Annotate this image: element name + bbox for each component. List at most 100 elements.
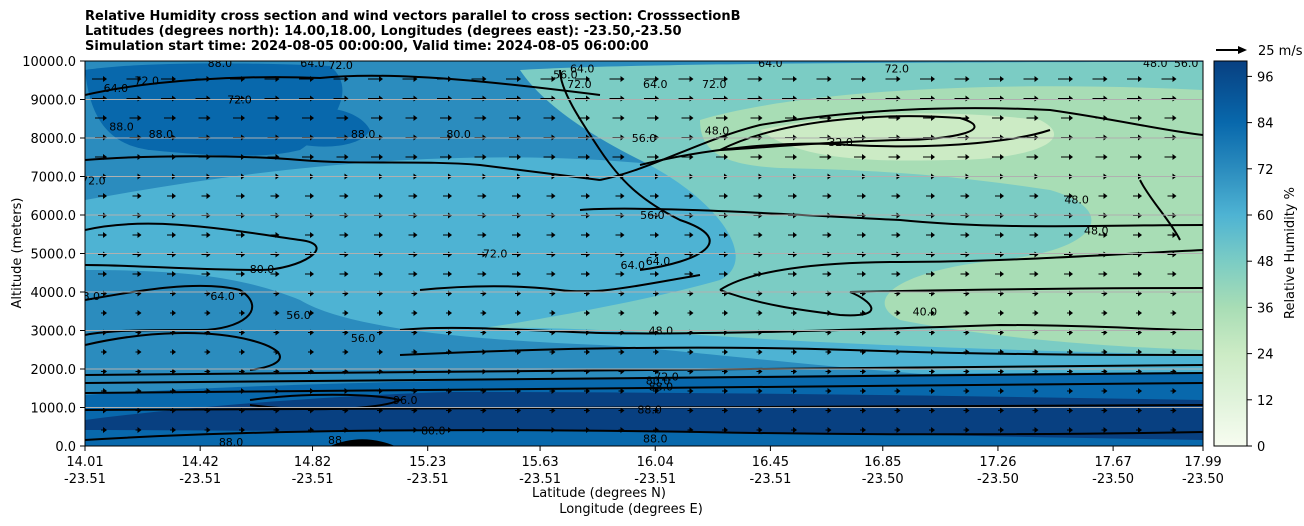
wind-vector-head	[275, 76, 280, 82]
wind-vector-head	[1172, 115, 1177, 121]
wind-vector-head	[172, 154, 176, 160]
wind-vector-head	[1103, 388, 1108, 394]
wind-vector-head	[551, 427, 556, 433]
wind-vector-head	[482, 388, 487, 394]
wind-vector-head	[206, 271, 211, 277]
wind-vector-head	[896, 349, 901, 355]
wind-vector-head	[655, 115, 659, 121]
wind-vector-head	[344, 76, 349, 82]
wind-vector-head	[103, 115, 107, 121]
wind-vector-head	[413, 271, 418, 277]
wind-vector-head	[413, 193, 418, 199]
wind-vector-head	[724, 368, 728, 375]
contour-label: 64.0	[210, 290, 235, 303]
x-tick-label-lon: -23.50	[977, 472, 1019, 487]
wind-vector-head	[689, 271, 694, 277]
wind-vector-head	[793, 388, 797, 394]
wind-vector-head	[206, 407, 211, 414]
wind-vector-head	[1138, 76, 1142, 82]
wind-vector-head	[896, 427, 901, 433]
x-tick-label-lat: 17.67	[1095, 455, 1132, 470]
wind-vector-head	[1000, 76, 1004, 82]
colorbar-tick-label: 72	[1257, 163, 1274, 178]
wind-vector-head	[827, 407, 832, 414]
wind-vector-head	[275, 115, 280, 121]
wind-vector-head	[1069, 310, 1073, 316]
wind-vector-head	[137, 310, 142, 316]
plot-area: 64.072.088.0 64.0 72.072.088.088.0 88.0 80.0…	[85, 57, 1203, 446]
wind-vector-head	[931, 427, 935, 433]
contour-label: 72.0	[483, 248, 508, 261]
x-tick-label-lat: 17.99	[1184, 455, 1221, 470]
wind-vector-head	[724, 271, 728, 277]
wind-vector-head	[896, 368, 901, 375]
wind-vector-head	[655, 427, 659, 433]
wind-vector-head	[1172, 154, 1177, 160]
wind-vector-head	[275, 349, 280, 355]
wind-vector-head	[586, 310, 590, 316]
wind-vector-head	[241, 271, 245, 277]
contour-label: 64.0	[758, 57, 783, 70]
wind-vector-head	[448, 310, 452, 316]
wind-vector-head	[1103, 193, 1108, 199]
wind-vector-head	[655, 193, 659, 199]
wind-vector-head	[724, 115, 728, 121]
wind-vector-head	[103, 368, 107, 375]
wind-vector-head	[103, 427, 107, 433]
wind-vector-head	[172, 427, 176, 433]
wind-vector-head	[827, 310, 832, 316]
wind-vector-head	[1103, 115, 1108, 121]
wind-vector-head	[862, 271, 866, 277]
wind-vector-head	[344, 271, 349, 277]
wind-vector-head	[517, 388, 521, 394]
wind-vector-head	[793, 427, 797, 433]
x-tick-label-lon: -23.51	[179, 472, 221, 487]
wind-vector-head	[758, 76, 763, 82]
wind-vector-head	[344, 232, 349, 238]
wind-vector-head	[310, 154, 314, 160]
colorbar-tick-label: 60	[1257, 209, 1274, 224]
wind-vector-head	[206, 349, 211, 355]
colorbar-gradient	[1213, 60, 1248, 447]
wind-vector-head	[1103, 232, 1108, 238]
wind-vector-head	[379, 349, 383, 355]
wind-vector-head	[931, 193, 935, 199]
wind-vector-head	[931, 368, 935, 375]
wind-vector-head	[1034, 115, 1039, 121]
wind-vector-head	[827, 388, 832, 394]
wind-vector-head	[862, 407, 866, 414]
wind-vector-head	[137, 407, 142, 414]
wind-vector-head	[137, 271, 142, 277]
wind-vector-head	[655, 76, 659, 82]
wind-vector-head	[620, 115, 625, 121]
wind-vector-head	[586, 368, 590, 375]
wind-vector-head	[1172, 427, 1177, 433]
x-tick-label-lon: -23.51	[292, 472, 334, 487]
wind-vector-head	[344, 427, 349, 433]
x-tick-label-lat: 16.85	[864, 455, 901, 470]
wind-vector-head	[1103, 310, 1108, 316]
wind-vector-head	[1000, 407, 1004, 414]
wind-vector-head	[689, 193, 694, 199]
wind-vector-head	[965, 368, 970, 375]
wind-vector-head	[1069, 115, 1073, 121]
wind-vector-head	[827, 349, 832, 355]
x-tick-label-lat: 16.04	[637, 455, 674, 470]
wind-vector-head	[793, 349, 797, 355]
wind-vector-head	[1103, 427, 1108, 433]
wind-vector-head	[517, 115, 521, 121]
wind-vector-head	[137, 232, 142, 238]
wind-vector-head	[1103, 368, 1108, 375]
contour-label: 64.0	[570, 63, 595, 76]
x-tick-label-lat: 15.23	[409, 455, 446, 470]
wind-vector-head	[620, 349, 625, 355]
wind-vector-head	[931, 310, 935, 316]
wind-vector-head	[482, 115, 487, 121]
wind-vector-head	[379, 388, 383, 394]
wind-vector-head	[172, 193, 176, 199]
wind-vector-head	[896, 407, 901, 414]
wind-vector-head	[551, 349, 556, 355]
wind-vector-head	[1069, 154, 1073, 160]
wind-vector-head	[103, 154, 107, 160]
y-axis: 0.0 1000.0 2000.0 3000.0 4000.0 5000.0 6000.0 7…	[22, 55, 85, 455]
